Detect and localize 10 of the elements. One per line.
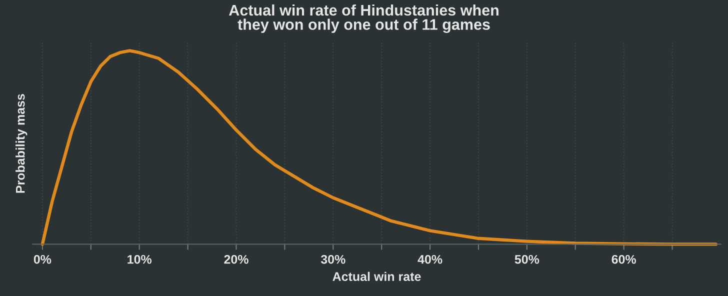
x-axis-title: Actual win rate [332, 272, 421, 282]
x-tick-label: 30% [320, 254, 346, 264]
x-tick-label: 50% [514, 254, 540, 264]
chart-title: Actual win rate of Hindustanies when they won only one out of 11 games [228, 4, 498, 33]
x-tick-label: 10% [128, 254, 152, 264]
x-tick-label: 60% [612, 254, 636, 264]
x-tick-label: 40% [418, 254, 442, 264]
y-axis-title: Probability mass [16, 94, 28, 193]
x-tick-label: 0% [34, 254, 52, 264]
x-tick-label: 20% [224, 254, 248, 264]
